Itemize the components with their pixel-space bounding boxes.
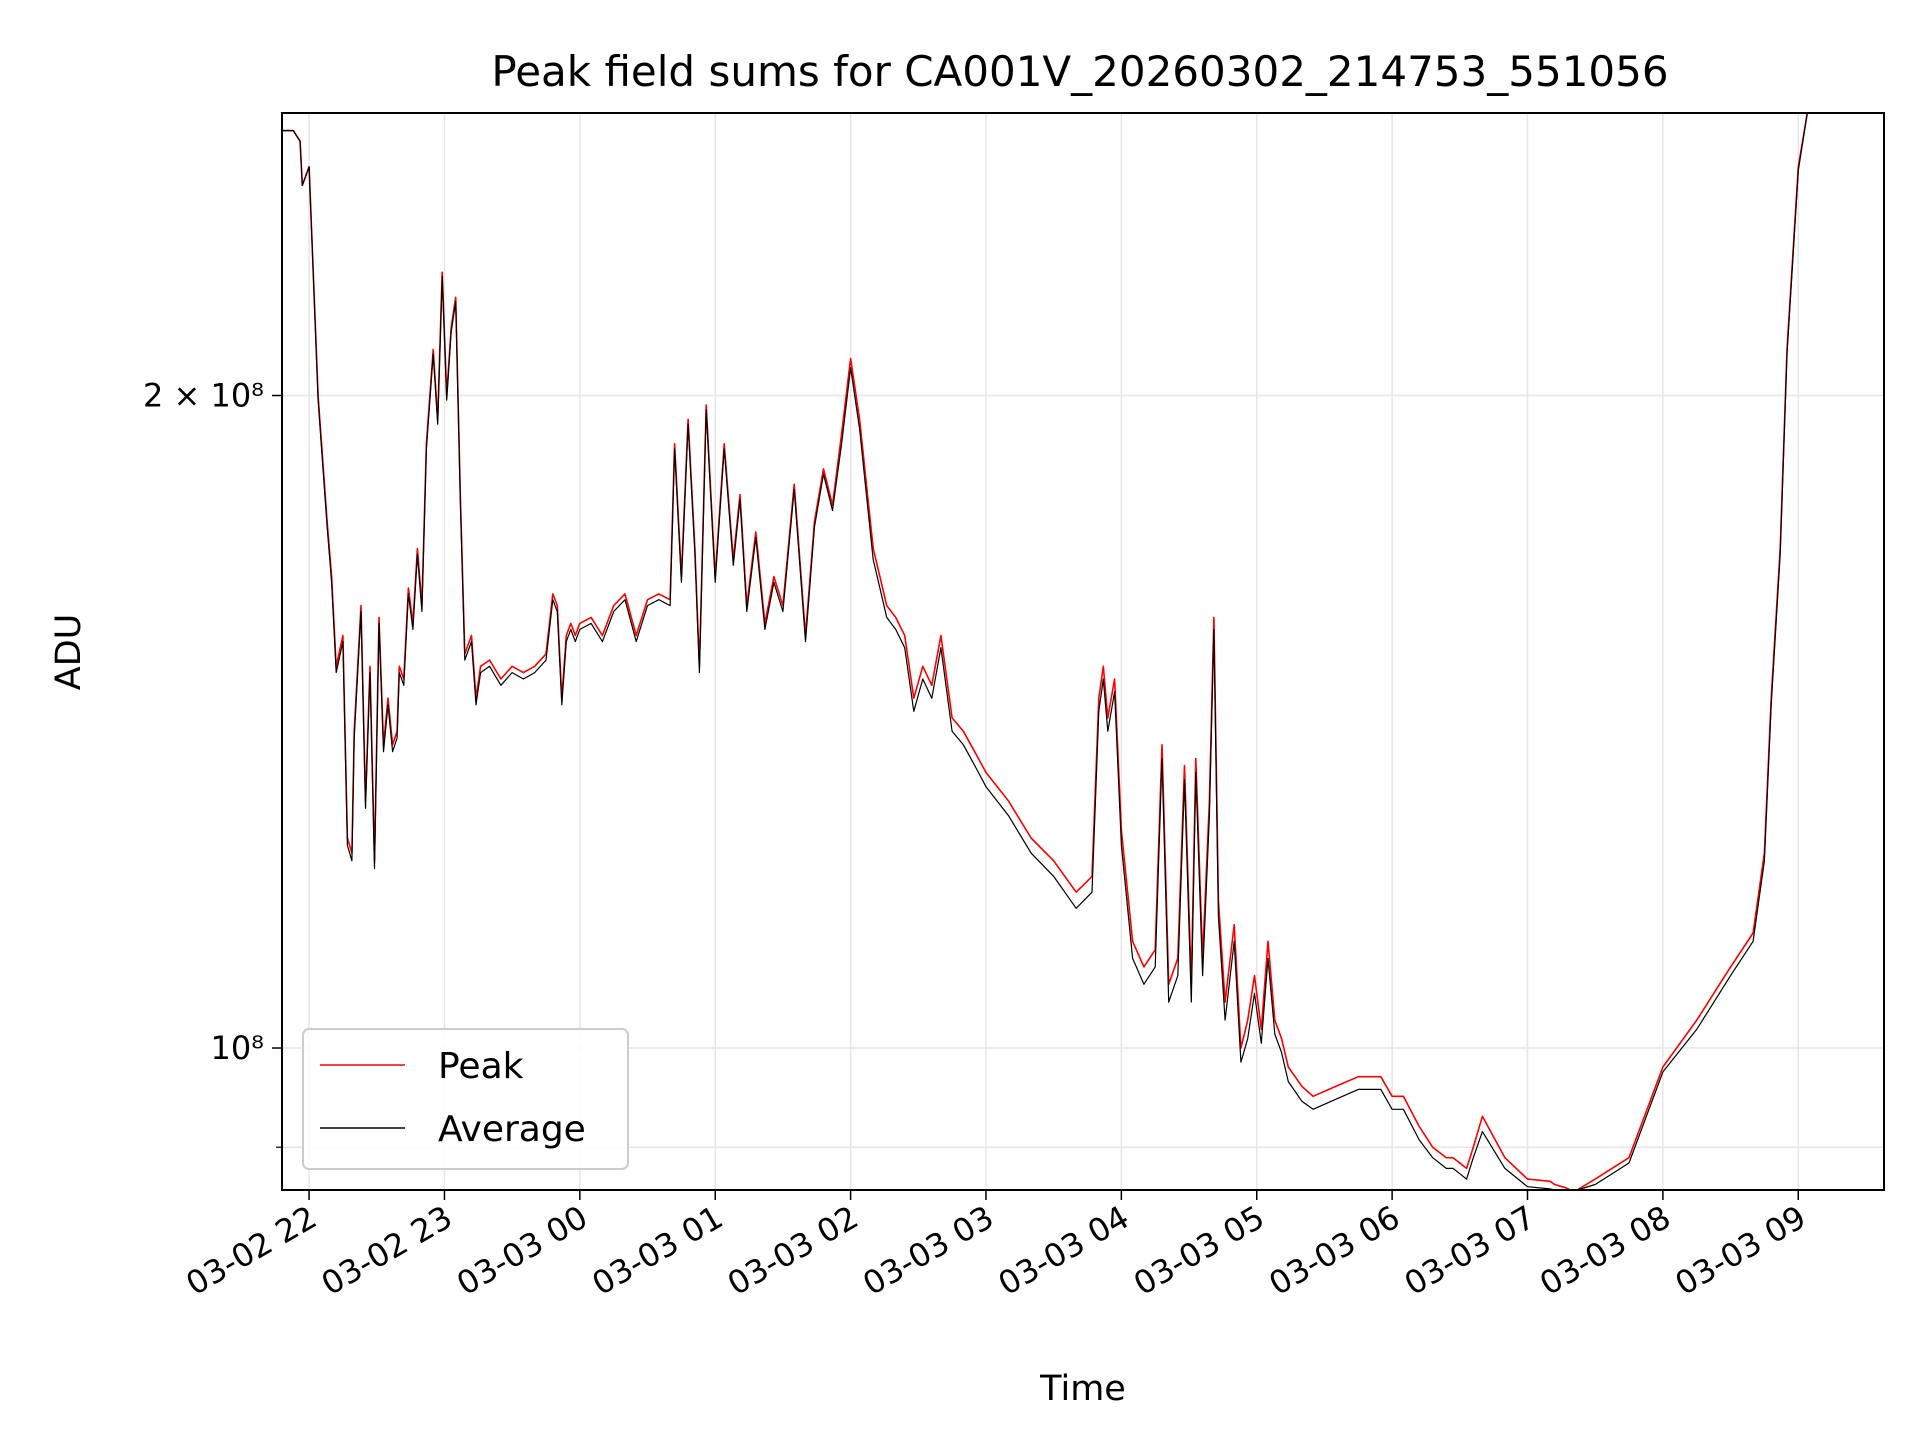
legend: Peak Average [302, 1028, 629, 1170]
x-tick-label: 03-03 06 [1263, 1198, 1407, 1303]
data-lines [282, 112, 1809, 1191]
legend-label-peak: Peak [438, 1046, 524, 1087]
y-axis-label: ADU [49, 614, 89, 691]
x-tick-label: 03-03 05 [1127, 1198, 1271, 1303]
x-tick-label: 03-02 23 [315, 1198, 459, 1303]
x-tick-label: 03-03 01 [586, 1198, 730, 1303]
x-axis-label: Time [1039, 1369, 1126, 1409]
y-tick-label: 10⁸ [210, 1029, 264, 1067]
plot-frame [281, 112, 1885, 1191]
x-tick-label: 03-03 03 [856, 1198, 1000, 1303]
y-tick-label: 2 × 10⁸ [143, 377, 264, 415]
x-tick-label: 03-03 09 [1669, 1198, 1813, 1303]
x-tick-label: 03-03 04 [992, 1198, 1136, 1303]
x-tick-label: 03-02 22 [179, 1198, 323, 1303]
legend-label-average: Average [438, 1109, 586, 1150]
grid [282, 113, 1884, 1190]
y-axis-ticks: 2 × 10⁸ 10⁸ [143, 377, 282, 1148]
x-tick-label: 03-03 02 [721, 1198, 865, 1303]
legend-box [302, 1028, 629, 1170]
x-tick-label: 03-03 00 [450, 1198, 594, 1303]
series-line-average [282, 112, 1808, 1191]
x-tick-label: 03-03 08 [1533, 1198, 1677, 1303]
x-tick-label: 03-03 07 [1398, 1198, 1542, 1303]
chart-title: Peak field sums for CA001V_20260302_2147… [491, 47, 1668, 96]
